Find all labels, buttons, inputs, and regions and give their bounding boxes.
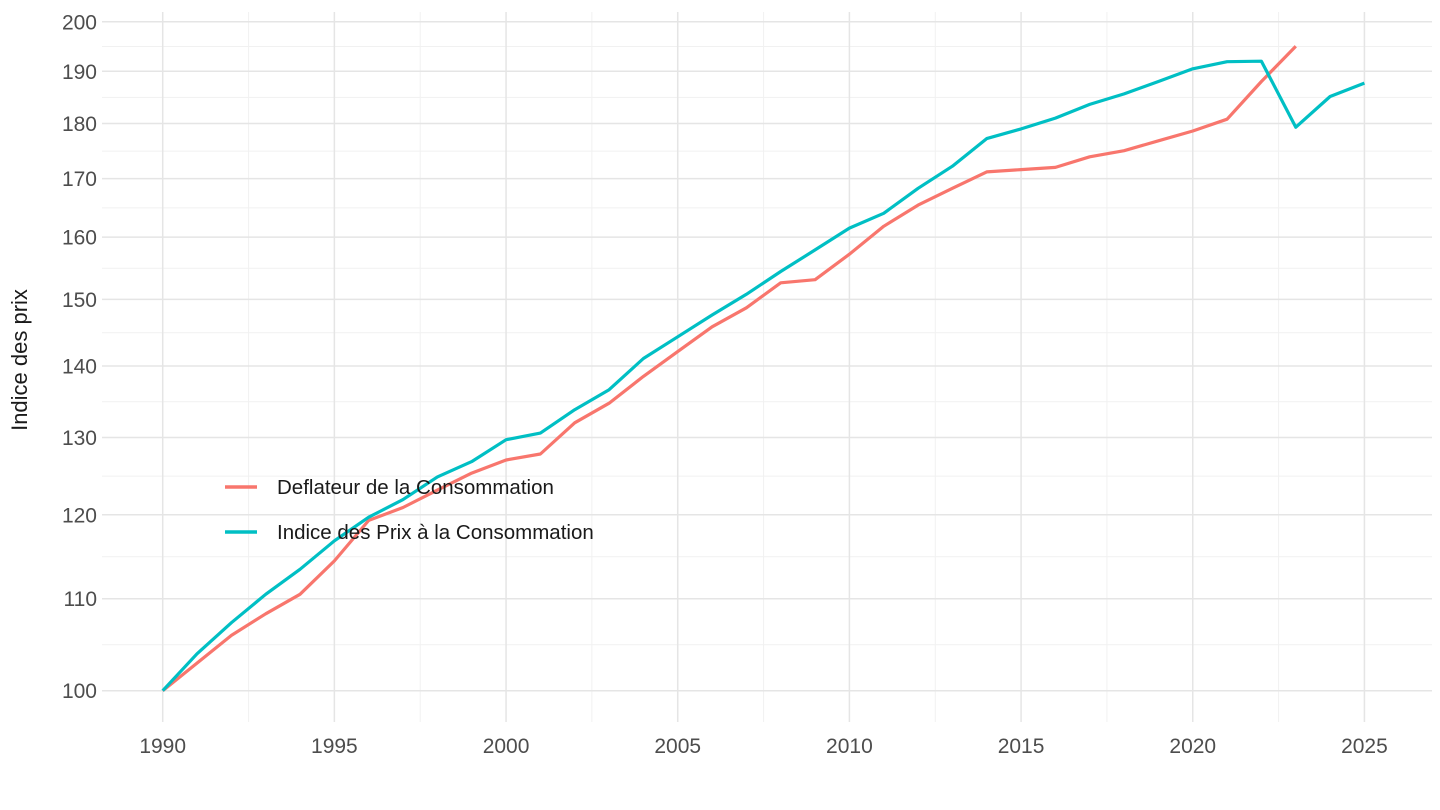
y-axis-tick-label: 130 xyxy=(62,427,97,450)
y-axis-tick-label: 150 xyxy=(62,289,97,312)
x-axis-tick-label: 2010 xyxy=(826,735,873,758)
x-axis-tick-label: 2005 xyxy=(654,735,701,758)
y-axis-tick-label: 160 xyxy=(62,227,97,250)
x-axis-tick-label: 2000 xyxy=(483,735,530,758)
legend-label-deflateur: Deflateur de la Consommation xyxy=(277,476,554,499)
x-axis-tick-label: 1995 xyxy=(311,735,358,758)
y-axis-tick-label: 120 xyxy=(62,504,97,527)
series-line-deflateur xyxy=(161,45,1297,692)
y-axis-tick-label: 110 xyxy=(64,588,97,611)
legend-label-ipc: Indice des Prix à la Consommation xyxy=(277,521,594,544)
y-axis-tick-label: 140 xyxy=(62,356,97,379)
y-axis-tick-label: 190 xyxy=(62,61,97,84)
x-axis-tick-label: 2025 xyxy=(1341,735,1388,758)
series-line-ipc xyxy=(161,59,1365,692)
x-axis-tick-label: 2015 xyxy=(998,735,1045,758)
x-axis-tick-label: 1990 xyxy=(139,735,186,758)
y-axis-tick-label: 180 xyxy=(62,113,97,136)
y-axis-tick-label: 100 xyxy=(62,680,97,703)
y-axis-tick-label: 170 xyxy=(62,168,97,191)
y-axis-tick-label: 200 xyxy=(62,11,97,34)
y-axis-title: Indice des prix xyxy=(7,289,32,431)
x-axis-tick-label: 2020 xyxy=(1169,735,1216,758)
